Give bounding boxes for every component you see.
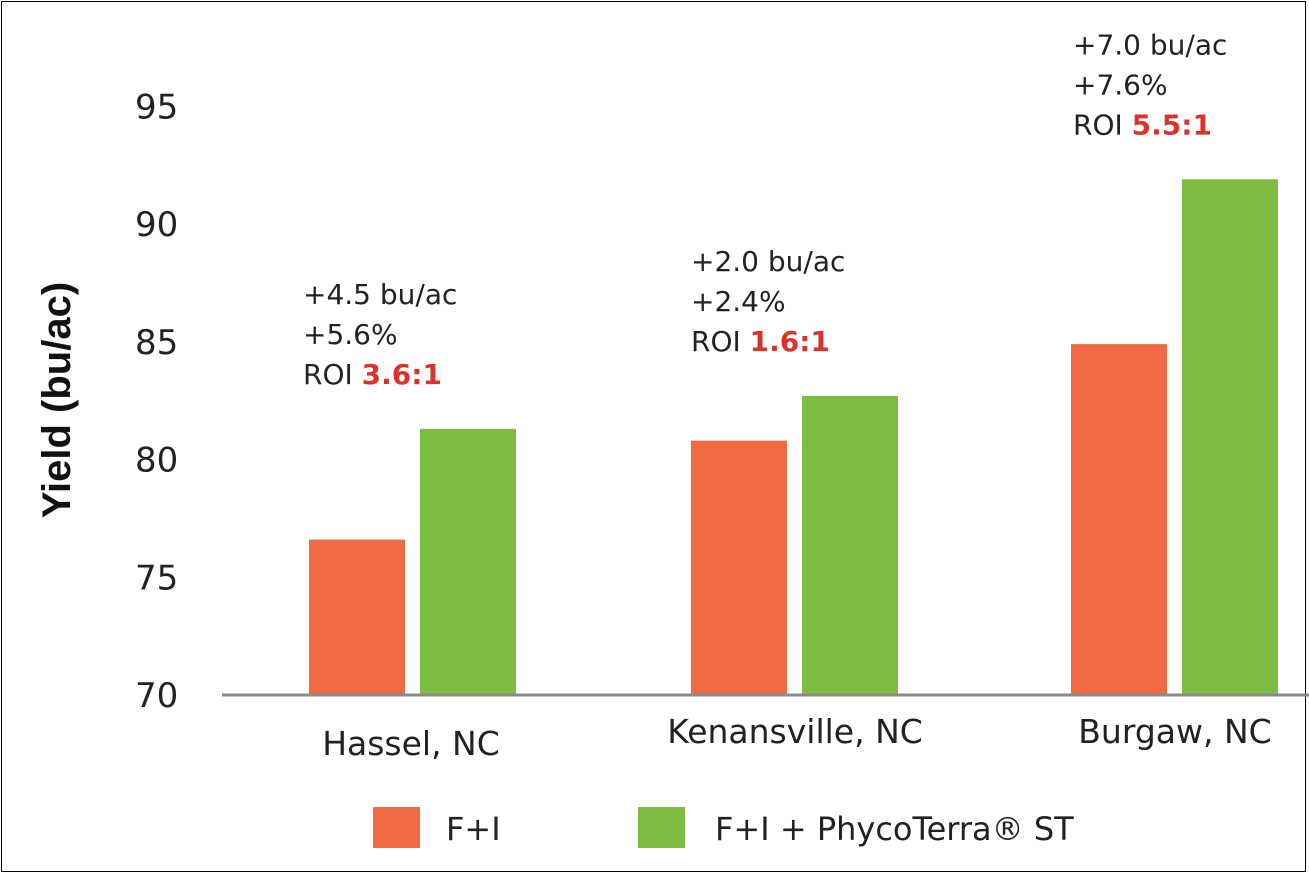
y-tick-label: 90 [135,205,178,245]
bar-annotations: +4.5 bu/ac +5.6% ROI 3.6:1 +2.0 bu/ac +2.4% R… [303,28,1227,391]
bar-fi-0 [309,539,405,695]
legend-swatch-1 [638,807,685,848]
annotation-roi: ROI 3.6:1 [303,358,442,391]
category-label: Burgaw, NC [1078,712,1271,751]
legend-label-1: F+I + PhycoTerra® ST [715,810,1074,848]
y-tick-label: 85 [135,323,178,363]
annotation-yield-gain: +7.0 bu/ac [1073,28,1227,61]
roi-prefix: ROI [1073,108,1132,141]
y-tick-label: 80 [135,441,178,481]
annotation-percent-gain: +7.6% [1073,68,1168,101]
legend: F+I F+I + PhycoTerra® ST [373,807,1074,848]
bar-fi-2 [1071,344,1167,695]
annotation-0: +4.5 bu/ac +5.6% ROI 3.6:1 [303,278,457,391]
annotation-2: +7.0 bu/ac +7.6% ROI 5.5:1 [1073,28,1227,141]
y-axis-ticks: 70 75 80 85 90 95 [135,87,178,716]
roi-value: 3.6:1 [362,358,442,391]
roi-prefix: ROI [303,358,362,391]
annotation-yield-gain: +4.5 bu/ac [303,278,457,311]
bar-fi-phycoterra-2 [1182,179,1278,695]
bar-fi-phycoterra-0 [420,428,516,695]
annotation-roi: ROI 5.5:1 [1073,108,1212,141]
y-axis-title-group: Yield (bu/ac) [35,282,79,518]
annotation-percent-gain: +2.4% [691,285,786,318]
bars [309,179,1278,695]
roi-value: 5.5:1 [1132,108,1212,141]
annotation-yield-gain: +2.0 bu/ac [691,245,845,278]
category-label: Hassel, NC [322,724,500,763]
x-axis-categories: Hassel, NC Kenansville, NC Burgaw, NC [322,712,1272,763]
bar-fi-phycoterra-1 [802,395,898,695]
y-tick-label: 75 [135,558,178,598]
roi-value: 1.6:1 [750,325,830,358]
y-tick-label: 70 [135,676,178,716]
y-axis-title: Yield (bu/ac) [35,282,79,518]
annotation-roi: ROI 1.6:1 [691,325,830,358]
roi-prefix: ROI [691,325,750,358]
bar-fi-1 [691,440,787,695]
legend-swatch-0 [373,807,420,848]
annotation-1: +2.0 bu/ac +2.4% ROI 1.6:1 [691,245,845,358]
annotation-percent-gain: +5.6% [303,318,398,351]
legend-label-0: F+I [446,810,501,848]
category-label: Kenansville, NC [667,712,923,751]
y-tick-label: 95 [135,87,178,127]
